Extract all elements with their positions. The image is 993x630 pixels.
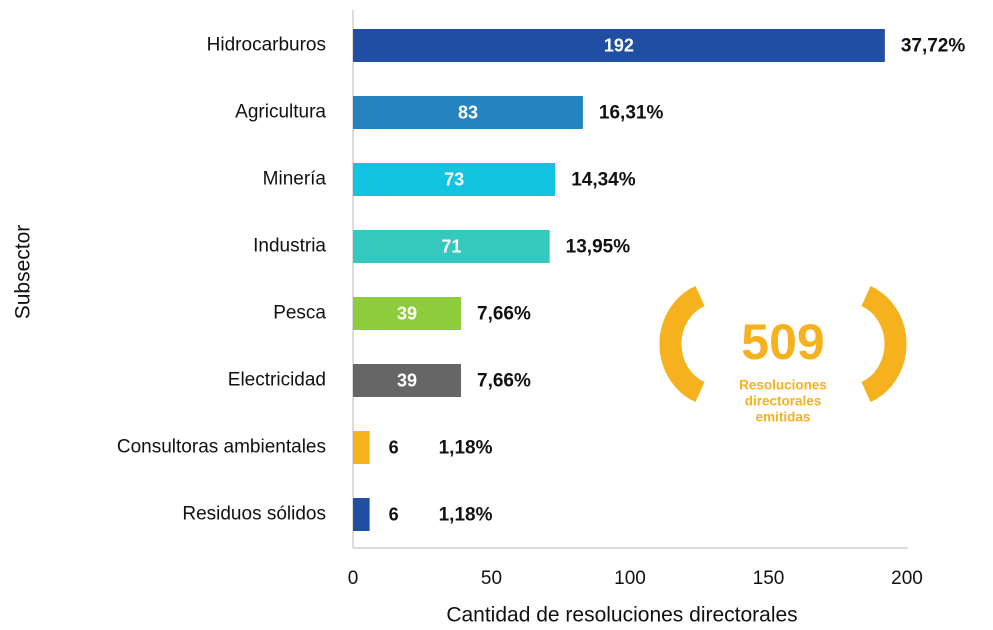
bar xyxy=(353,498,370,531)
badge-line: emitidas xyxy=(756,410,811,425)
y-tick-label: Industria xyxy=(253,236,326,257)
data-label: 71 xyxy=(441,236,461,256)
x-axis-label: Cantidad de resoluciones directorales xyxy=(446,604,797,627)
x-tick-label: 50 xyxy=(481,568,502,589)
bar xyxy=(353,431,370,464)
share-label: 1,18% xyxy=(439,438,493,459)
badge-bracket xyxy=(659,285,706,403)
y-tick-label: Electricidad xyxy=(228,370,326,391)
x-tick-label: 0 xyxy=(348,568,359,589)
bar xyxy=(353,364,462,397)
data-label: 6 xyxy=(389,504,399,524)
y-tick-label: Residuos sólidos xyxy=(182,504,326,525)
data-label: 83 xyxy=(458,102,478,122)
data-label: 192 xyxy=(604,35,634,55)
data-label: 73 xyxy=(444,169,464,189)
data-label: 39 xyxy=(397,370,417,390)
badge-line: directorales xyxy=(745,394,822,409)
x-tick-label: 150 xyxy=(753,568,785,589)
y-tick-label: Pesca xyxy=(273,303,326,324)
badge-bracket xyxy=(860,285,907,403)
data-label: 39 xyxy=(397,303,417,323)
share-label: 7,66% xyxy=(477,304,531,325)
bar xyxy=(353,230,550,263)
share-label: 37,72% xyxy=(901,36,966,57)
share-label: 14,34% xyxy=(571,170,636,191)
badge-line: Resoluciones xyxy=(739,378,827,393)
badge-number: 509 xyxy=(741,314,824,370)
y-tick-label: Consultoras ambientales xyxy=(117,437,326,458)
share-label: 1,18% xyxy=(439,505,493,526)
bar xyxy=(353,297,462,330)
y-tick-label: Hidrocarburos xyxy=(207,35,326,56)
bar xyxy=(353,96,583,129)
share-label: 7,66% xyxy=(477,371,531,392)
bar xyxy=(353,29,885,62)
bar xyxy=(353,163,556,196)
data-label: 6 xyxy=(389,437,399,457)
y-tick-label: Agricultura xyxy=(235,102,326,123)
y-tick-label: Minería xyxy=(263,169,327,190)
y-axis-label: Subsector xyxy=(12,225,35,320)
x-tick-label: 100 xyxy=(614,568,646,589)
share-label: 16,31% xyxy=(599,103,664,124)
x-tick-label: 200 xyxy=(891,568,923,589)
share-label: 13,95% xyxy=(566,237,631,258)
